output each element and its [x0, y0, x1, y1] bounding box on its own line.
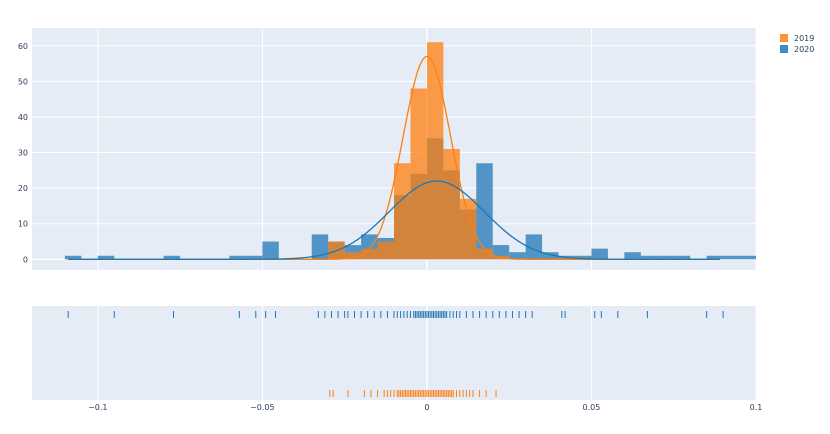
rug-marks — [67, 311, 724, 397]
histogram-bar — [476, 248, 493, 260]
legend-swatch — [780, 45, 788, 53]
histogram-bar — [640, 255, 658, 260]
legend-swatch — [780, 34, 788, 42]
histogram-bar — [509, 252, 526, 260]
x-tick-label: 0 — [424, 403, 429, 412]
histogram-bar — [542, 252, 559, 260]
axis-ticks: 0 10 20 30 40 50 60 −0.1 −0.05 0 0.05 0.1 — [18, 42, 763, 412]
histogram-bar — [591, 248, 608, 260]
histogram-bar — [624, 252, 641, 260]
kde-curve-2020 — [68, 180, 720, 260]
histogram-bar — [163, 255, 181, 260]
rug-plot-area — [32, 306, 756, 400]
y-tick-label: 20 — [18, 184, 28, 193]
legend-item-2020[interactable]: 2020 — [780, 45, 814, 54]
histogram-bar — [344, 252, 362, 260]
legend[interactable]: 2019 2020 — [780, 34, 814, 54]
y-tick-label: 50 — [18, 77, 28, 86]
histogram-2019 — [328, 42, 510, 260]
x-tick-label: −0.1 — [88, 403, 107, 412]
histogram-bar — [723, 255, 740, 260]
histogram-bar — [657, 255, 674, 260]
histogram-bar — [739, 255, 756, 260]
histogram-bar — [459, 198, 477, 260]
y-tick-label: 30 — [18, 149, 28, 158]
histogram-bar — [245, 255, 263, 260]
histogram-bar — [525, 234, 543, 260]
y-tick-label: 10 — [18, 220, 28, 229]
histogram-bar — [64, 255, 82, 260]
histogram-bar — [426, 42, 444, 260]
y-tick-label: 40 — [18, 113, 28, 122]
histogram-bar — [575, 255, 592, 260]
x-tick-label: 0.1 — [750, 403, 763, 412]
y-tick-label: 0 — [23, 255, 28, 264]
histogram-bar — [361, 248, 378, 260]
histogram-bar — [394, 163, 411, 260]
x-tick-label: 0.05 — [583, 403, 601, 412]
histogram-bar — [97, 255, 115, 260]
histogram-bar — [410, 88, 427, 260]
histogram-bar — [311, 234, 329, 260]
legend-label: 2019 — [794, 34, 814, 43]
kde-curves — [68, 55, 720, 260]
histogram-bar — [706, 255, 724, 260]
histogram-bar — [443, 149, 460, 260]
legend-label: 2020 — [794, 45, 814, 54]
histogram-bar — [229, 255, 246, 260]
histogram-bar — [377, 241, 394, 260]
histogram-bar — [262, 241, 279, 260]
histogram-bar — [673, 255, 691, 260]
y-tick-label: 60 — [18, 42, 28, 51]
x-tick-label: −0.05 — [250, 403, 275, 412]
legend-item-2019[interactable]: 2019 — [780, 34, 814, 43]
